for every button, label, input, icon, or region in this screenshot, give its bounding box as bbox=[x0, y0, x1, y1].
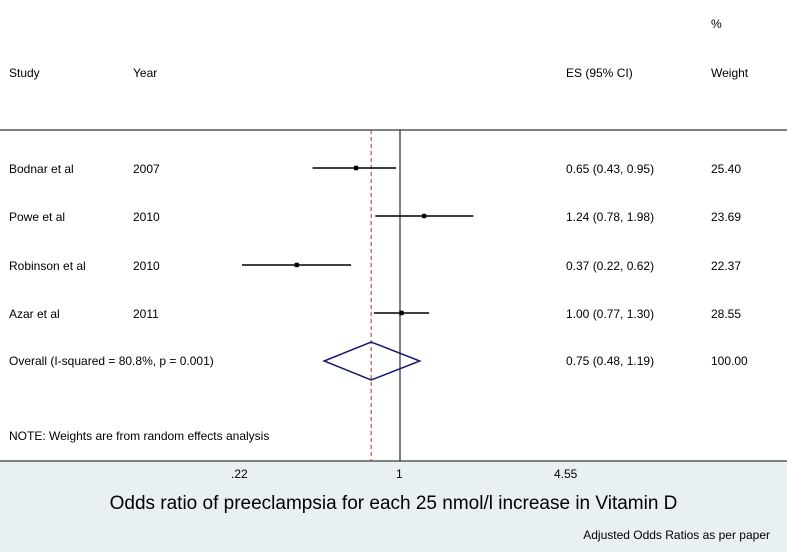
x-axis-title: Odds ratio of preeclampsia for each 25 n… bbox=[109, 493, 678, 514]
row-es-text: 0.37 (0.22, 0.62) bbox=[566, 259, 655, 273]
row-year: 2007 bbox=[133, 162, 160, 176]
row-year: 2011 bbox=[133, 307, 159, 321]
x-tick-label: 1 bbox=[396, 467, 403, 481]
plot-panel: Study Year ES (95% CI) % Weight Bodnar e… bbox=[0, 0, 787, 462]
forest-plot bbox=[0, 129, 787, 462]
row-study-label: Robinson et al bbox=[9, 259, 86, 273]
header-study: Study bbox=[9, 66, 40, 80]
weights-note: NOTE: Weights are from random effects an… bbox=[9, 429, 270, 443]
row-es-text: 1.00 (0.77, 1.30) bbox=[566, 307, 655, 321]
footnote: Adjusted Odds Ratios as per paper bbox=[583, 528, 770, 542]
row-year: 2010 bbox=[133, 259, 160, 273]
point-estimate bbox=[399, 310, 404, 316]
header-es: ES (95% CI) bbox=[566, 66, 633, 80]
header-weight: Weight bbox=[711, 66, 749, 80]
header-weight-percent: % bbox=[711, 17, 722, 31]
row-weight: 28.55 bbox=[711, 307, 742, 321]
row-weight: 22.37 bbox=[711, 259, 742, 273]
point-estimate bbox=[294, 262, 299, 268]
row-study-label: Bodnar et al bbox=[9, 162, 74, 176]
overall-es-text: 0.75 (0.48, 1.19) bbox=[566, 354, 655, 368]
row-weight: 25.40 bbox=[711, 162, 742, 176]
overall-diamond bbox=[322, 341, 422, 381]
overall-weight: 100.00 bbox=[711, 354, 748, 368]
header-year: Year bbox=[133, 66, 158, 80]
x-tick-label: 4.55 bbox=[554, 467, 578, 481]
row-study-label: Powe et al bbox=[9, 210, 66, 224]
row-weight: 23.69 bbox=[711, 210, 742, 224]
row-es-text: 1.24 (0.78, 1.98) bbox=[566, 210, 655, 224]
row-study-label: Azar et al bbox=[9, 307, 60, 321]
overall-label: Overall (I-squared = 80.8%, p = 0.001) bbox=[9, 354, 214, 368]
point-estimate bbox=[421, 213, 427, 219]
point-estimate bbox=[353, 165, 359, 171]
row-year: 2010 bbox=[133, 210, 160, 224]
row-es-text: 0.65 (0.43, 0.95) bbox=[566, 162, 655, 176]
x-tick-label: .22 bbox=[231, 467, 248, 481]
